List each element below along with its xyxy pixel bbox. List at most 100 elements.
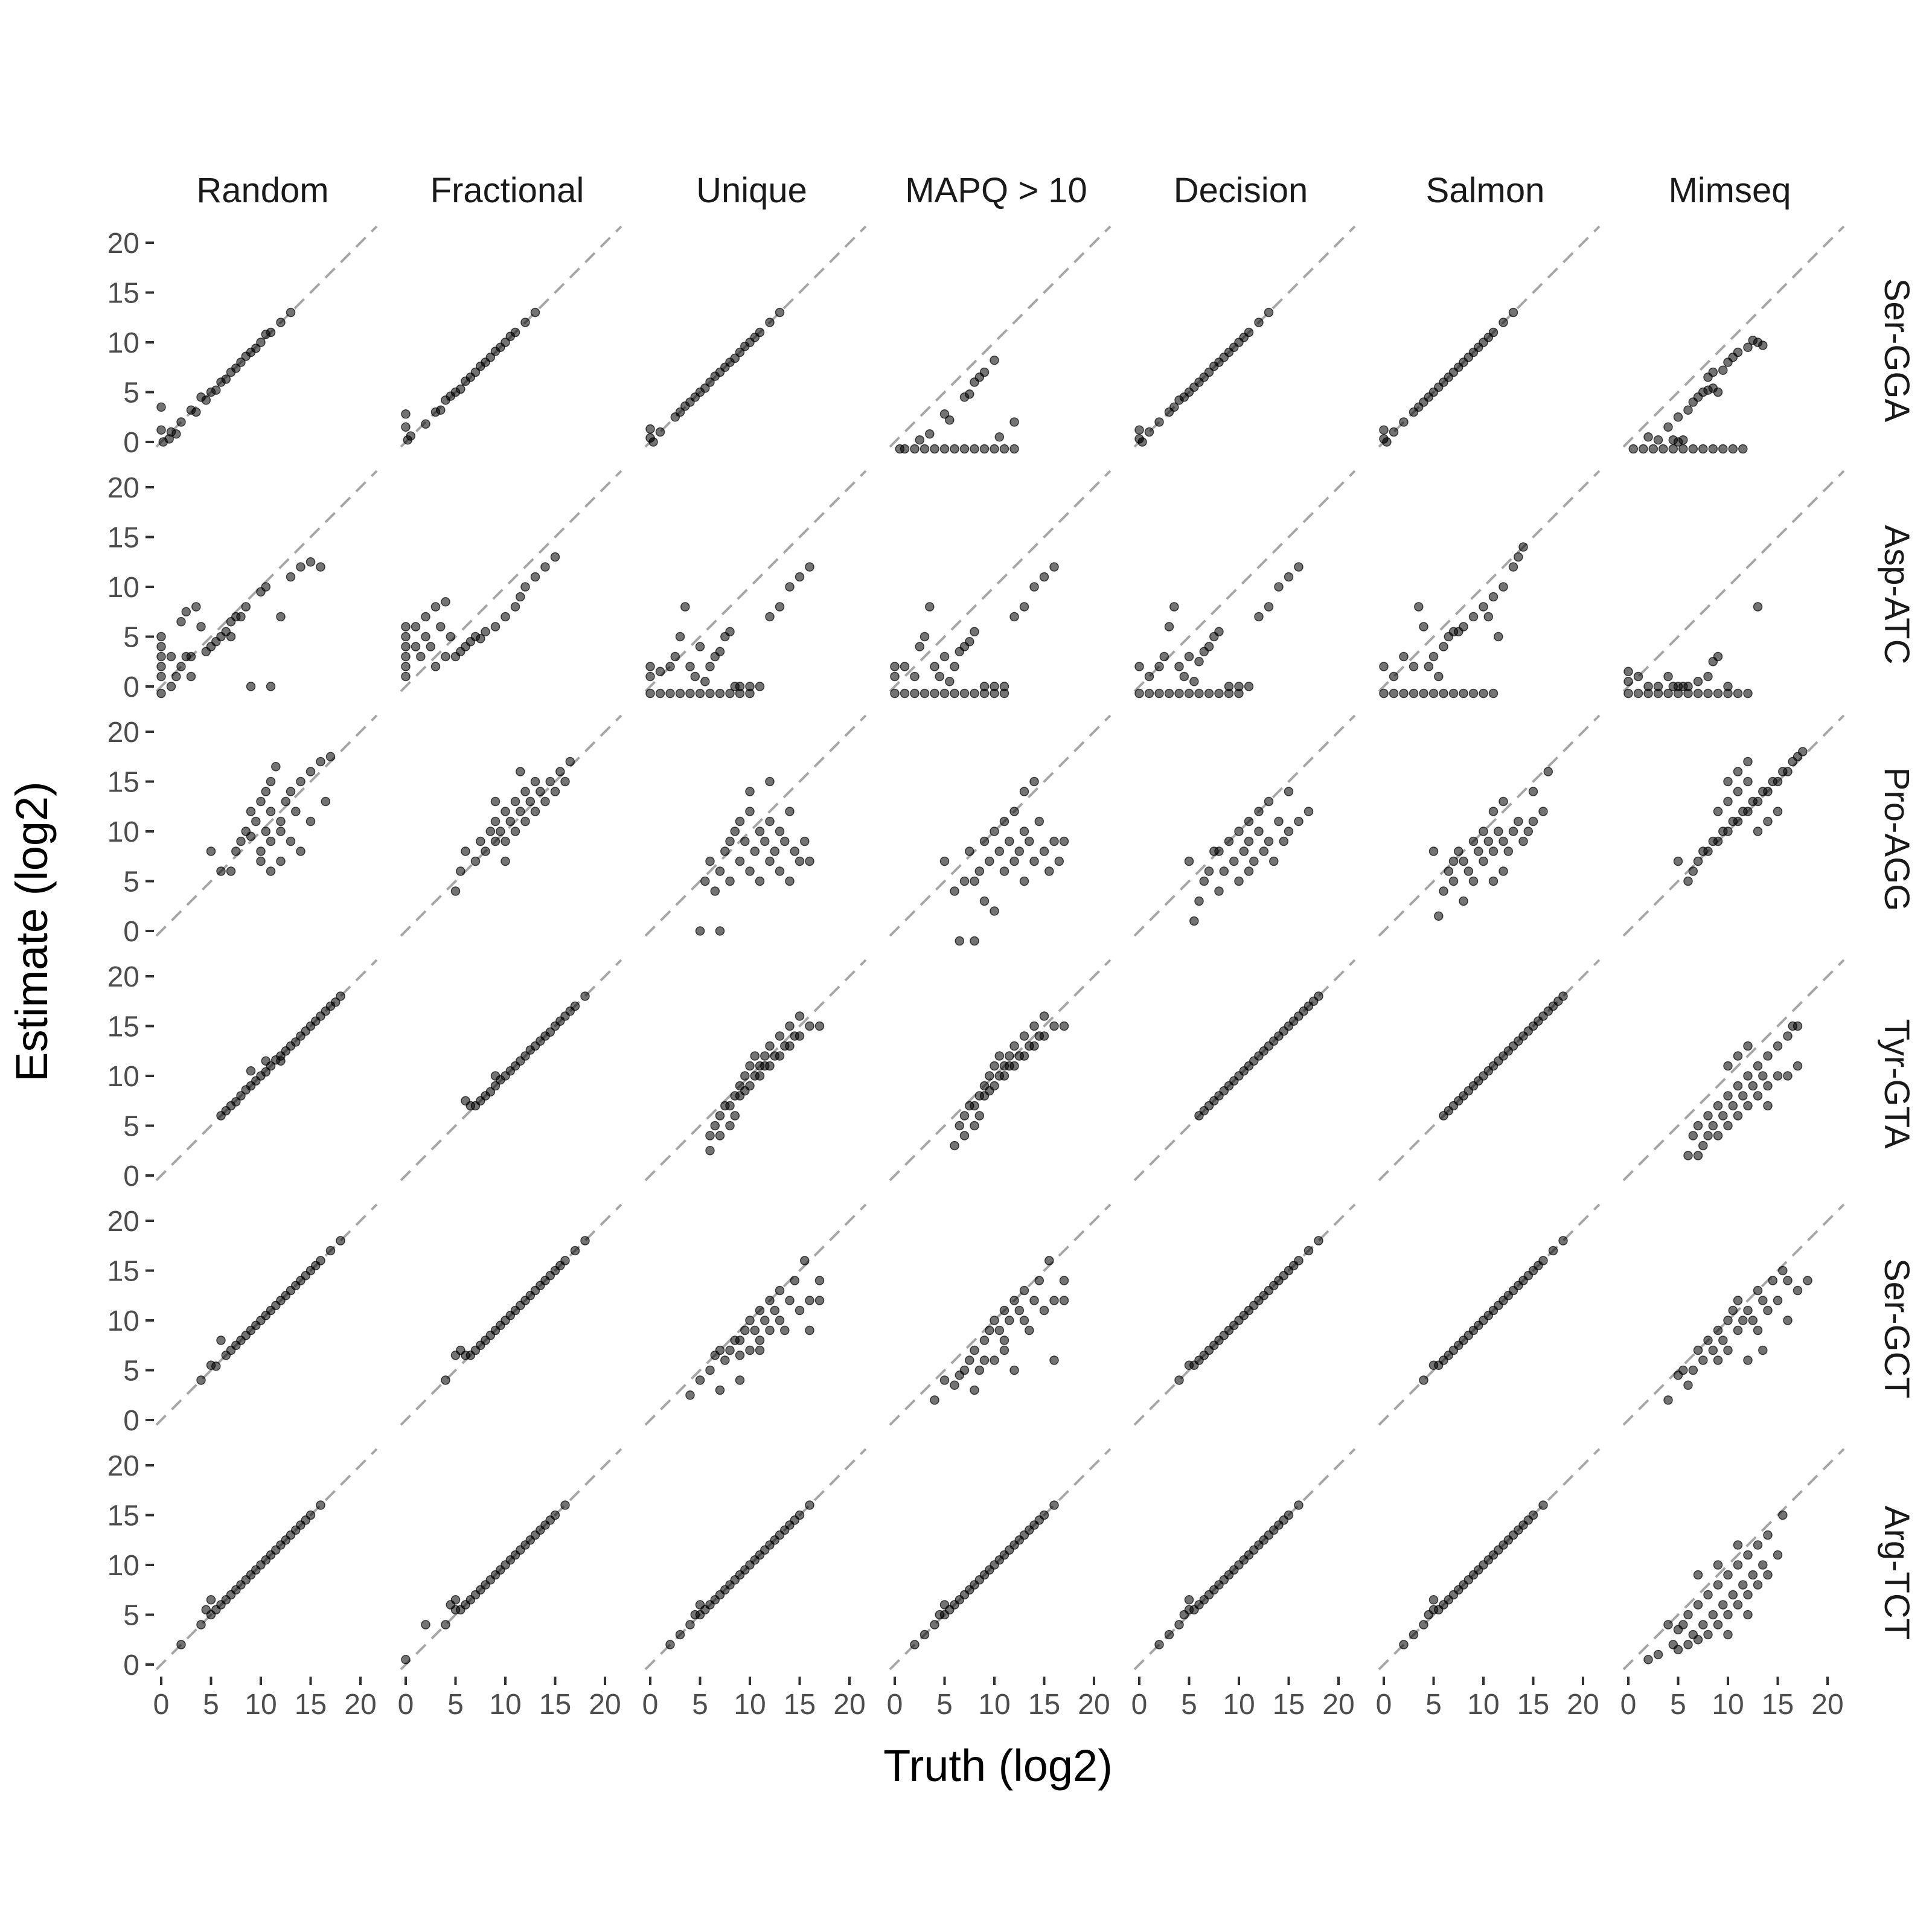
y-tick-label-tyr-gta-0: 0 <box>123 1160 139 1192</box>
data-point <box>1713 1560 1723 1570</box>
data-point <box>1254 612 1264 622</box>
data-point <box>1659 444 1668 454</box>
data-point <box>501 807 510 816</box>
data-point <box>1479 827 1488 836</box>
reference-line <box>889 714 1112 937</box>
data-point <box>959 1365 970 1375</box>
data-point <box>775 1316 785 1325</box>
data-point <box>441 597 450 607</box>
row-strip-arg-tct: Arg-TCT <box>1877 1506 1916 1640</box>
panel-pro-agg-mimseq <box>1622 714 1845 937</box>
data-point <box>1683 1151 1693 1160</box>
data-point <box>1479 688 1488 699</box>
data-point <box>276 318 286 327</box>
data-point <box>1753 1285 1763 1296</box>
data-point <box>970 627 979 637</box>
data-point <box>1738 444 1748 454</box>
data-point <box>1029 856 1039 866</box>
data-point <box>540 562 550 572</box>
data-point <box>755 682 765 691</box>
data-point <box>1194 688 1204 699</box>
data-point <box>231 846 241 856</box>
data-point <box>1783 1031 1793 1041</box>
panel-pro-agg-unique <box>644 714 867 937</box>
data-point <box>1693 1600 1703 1610</box>
data-point <box>1733 347 1743 357</box>
row-strip-pro-agg: Pro-AGG <box>1877 767 1916 912</box>
data-point <box>516 767 525 776</box>
data-point <box>655 688 665 699</box>
reference-line <box>644 470 867 693</box>
data-point <box>645 424 655 434</box>
data-point <box>540 796 550 807</box>
data-point <box>990 1316 999 1325</box>
data-point <box>999 1305 1009 1316</box>
data-point <box>735 1351 745 1360</box>
data-point <box>1623 667 1633 677</box>
data-point <box>1723 1610 1733 1620</box>
data-point <box>1044 1256 1054 1265</box>
data-point <box>1034 816 1044 827</box>
data-point <box>1693 1570 1703 1580</box>
data-point <box>730 1111 740 1121</box>
data-point <box>1434 911 1444 921</box>
data-point <box>401 642 411 651</box>
data-point <box>1683 405 1693 415</box>
data-point <box>735 1375 745 1385</box>
data-point <box>735 682 745 691</box>
data-point <box>1459 896 1468 906</box>
data-point <box>795 1031 805 1041</box>
data-point <box>1723 682 1733 691</box>
data-point <box>1005 1051 1014 1061</box>
data-point <box>715 1131 725 1140</box>
panel-ser-gga-decision <box>1133 225 1356 448</box>
data-point <box>725 1101 735 1111</box>
data-point <box>755 876 765 886</box>
data-point <box>1428 688 1439 699</box>
data-point <box>705 1365 715 1375</box>
data-point <box>1409 1630 1419 1640</box>
panel-ser-gct-random <box>155 1203 378 1426</box>
data-point <box>1494 632 1503 642</box>
panel-arg-tct-mapq-10 <box>889 1448 1112 1671</box>
data-point <box>186 651 196 662</box>
data-point <box>1204 642 1214 651</box>
data-point <box>1623 677 1633 686</box>
data-point <box>296 776 305 787</box>
data-point <box>765 776 775 787</box>
data-point <box>920 1630 930 1640</box>
data-point <box>1254 318 1264 327</box>
data-point <box>725 876 735 886</box>
data-point <box>1039 1510 1049 1520</box>
reference-line <box>1622 225 1845 448</box>
data-point <box>1783 767 1793 776</box>
data-point <box>1459 856 1468 866</box>
data-point <box>1039 1011 1049 1021</box>
data-point <box>790 846 800 856</box>
data-point <box>1224 682 1234 691</box>
data-point <box>705 662 715 671</box>
data-point <box>510 327 520 337</box>
data-point <box>1174 1375 1184 1385</box>
data-point <box>1718 1600 1728 1610</box>
data-point <box>525 796 536 807</box>
y-tick-label-arg-tct-10: 10 <box>107 1550 139 1582</box>
data-point <box>1434 671 1444 682</box>
y-tick-label-ser-gga-10: 10 <box>107 327 139 359</box>
data-point <box>1713 651 1723 662</box>
data-point <box>176 617 186 627</box>
data-point <box>266 682 276 691</box>
x-tick-label-unique-10: 10 <box>734 1689 766 1721</box>
data-point <box>196 622 206 632</box>
data-point <box>770 1305 780 1316</box>
data-point <box>1488 592 1499 602</box>
data-point <box>1523 827 1534 836</box>
data-point <box>580 991 590 1001</box>
data-point <box>565 756 575 767</box>
y-tick-label-ser-gga-0: 0 <box>123 427 139 459</box>
data-point <box>1284 1510 1294 1520</box>
data-point <box>920 688 930 699</box>
data-point <box>970 1385 979 1395</box>
data-point <box>715 647 725 657</box>
data-point <box>261 827 271 836</box>
